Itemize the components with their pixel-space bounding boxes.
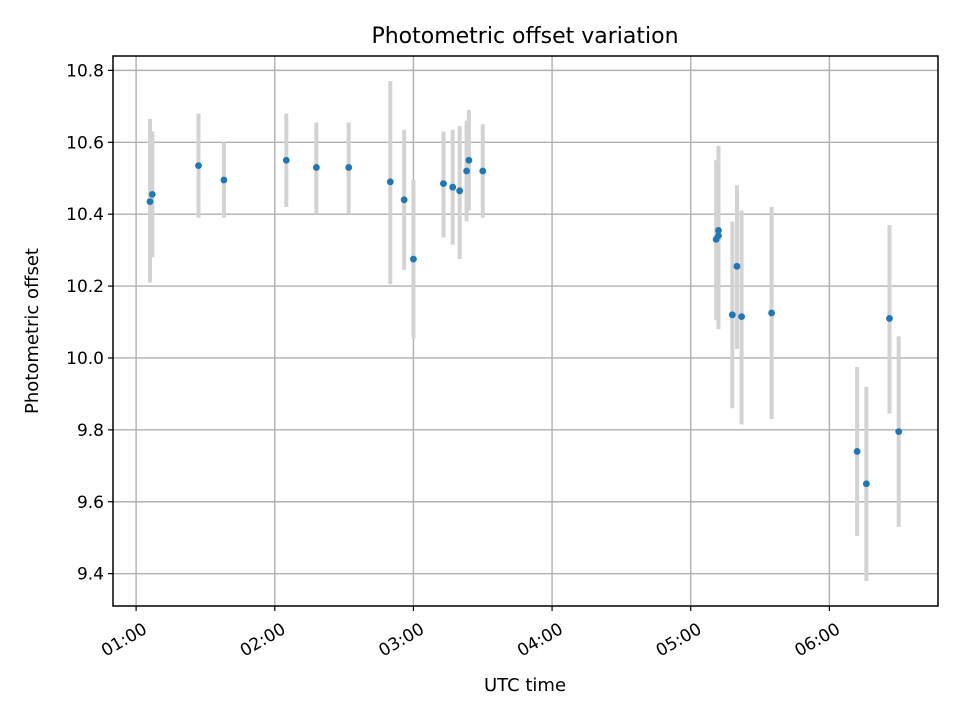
data-point — [895, 428, 903, 436]
plot-frame — [112, 55, 939, 607]
chart-title: Photometric offset variation — [371, 24, 678, 49]
x-tick-label: 06:00 — [791, 619, 843, 661]
x-tick-label: 02:00 — [237, 619, 289, 661]
data-point — [728, 311, 736, 319]
data-point — [220, 176, 228, 184]
errorbar-layer — [147, 81, 901, 581]
data-point — [479, 167, 487, 175]
y-tick-label: 9.8 — [77, 421, 104, 441]
point-layer — [146, 156, 903, 488]
data-point — [715, 232, 722, 240]
data-point — [715, 226, 722, 234]
y-tick-label: 10.2 — [66, 277, 104, 297]
y-axis-label: Photometric offset — [22, 248, 43, 414]
data-point — [738, 313, 745, 321]
y-tick-label: 9.4 — [77, 565, 104, 585]
x-tick-label: 01:00 — [98, 619, 150, 661]
data-point — [886, 315, 893, 322]
data-point — [733, 262, 741, 270]
data-point — [148, 190, 156, 198]
y-tick-label: 9.6 — [77, 493, 104, 513]
data-point — [853, 448, 861, 455]
data-point — [768, 309, 776, 317]
x-tick-label: 04:00 — [514, 619, 566, 661]
data-point — [146, 198, 154, 205]
data-point — [400, 196, 408, 204]
y-tick-label: 10.8 — [66, 61, 104, 81]
data-point — [449, 183, 457, 191]
data-point — [440, 180, 447, 188]
data-point — [345, 164, 353, 171]
data-point — [312, 164, 320, 171]
y-tick-label: 10.0 — [66, 349, 104, 369]
x-tick-label: 05:00 — [653, 619, 705, 661]
data-point — [195, 162, 202, 170]
data-point — [862, 480, 870, 488]
data-point — [282, 156, 290, 164]
data-point — [386, 178, 394, 186]
y-tick-label: 10.6 — [66, 133, 104, 153]
data-point — [463, 167, 470, 175]
grid-layer — [113, 56, 938, 606]
data-point — [456, 187, 464, 195]
data-point — [410, 255, 417, 263]
data-point — [465, 156, 473, 164]
y-tick-label: 10.4 — [66, 205, 104, 225]
x-axis-label: UTC time — [484, 675, 566, 696]
x-tick-label: 03:00 — [375, 619, 427, 661]
tick-layer: 01:00 02:00 03:00 04:00 05:00 06:00 9.4 9.6 9.8 1… — [66, 61, 844, 661]
